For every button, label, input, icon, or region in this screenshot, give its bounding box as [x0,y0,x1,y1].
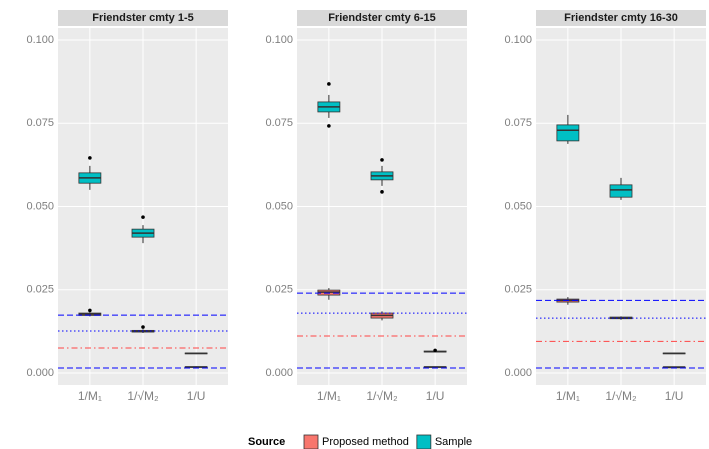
panel-title: Friendster cmty 16-30 [564,12,678,24]
box [556,124,580,142]
y-tick-label: 0.000 [504,367,532,379]
outlier [380,158,384,162]
y-tick-label: 0.100 [504,34,532,46]
outlier [327,124,331,128]
outlier [88,308,92,313]
y-tick-label: 0.075 [504,117,532,129]
x-tick-label: 1/√M₂ [605,389,637,403]
y-tick-label: 0.025 [26,284,54,296]
y-tick-label: 0.100 [265,34,293,46]
y-tick-label: 0.000 [26,367,54,379]
x-tick-label: 1/U [187,389,206,403]
x-tick-label: 1/√M₂ [127,389,159,403]
y-tick-label: 0.050 [504,200,532,212]
y-tick-label: 0.050 [265,200,293,212]
x-tick-label: 1/U [665,389,684,403]
outlier [141,325,145,329]
outlier [141,215,145,219]
strip [536,10,706,26]
panel-title: Friendster cmty 6-15 [328,12,436,24]
strip [297,10,467,26]
y-tick-label: 0.000 [265,367,293,379]
legend-title: Source [248,436,285,448]
outlier [327,82,331,86]
x-tick-label: 1/U [426,389,445,403]
legend-label: Proposed method [322,436,409,448]
legend-label: Sample [435,436,472,448]
y-tick-label: 0.025 [265,284,293,296]
panel-title: Friendster cmty 1-5 [92,12,193,24]
x-tick-label: 1/M₁ [317,389,341,403]
x-tick-label: 1/√M₂ [366,389,398,403]
legend-key [416,434,432,449]
y-tick-label: 0.100 [26,34,54,46]
strip [58,10,228,26]
x-tick-label: 1/M₁ [78,389,102,403]
outlier [433,348,437,353]
y-tick-label: 0.075 [265,117,293,129]
box [609,184,633,198]
outlier [380,190,384,194]
outlier [88,156,92,160]
legend-key [303,434,319,449]
y-tick-label: 0.075 [26,117,54,129]
x-tick-label: 1/M₁ [556,389,580,403]
y-tick-label: 0.050 [26,200,54,212]
y-tick-label: 0.025 [504,284,532,296]
